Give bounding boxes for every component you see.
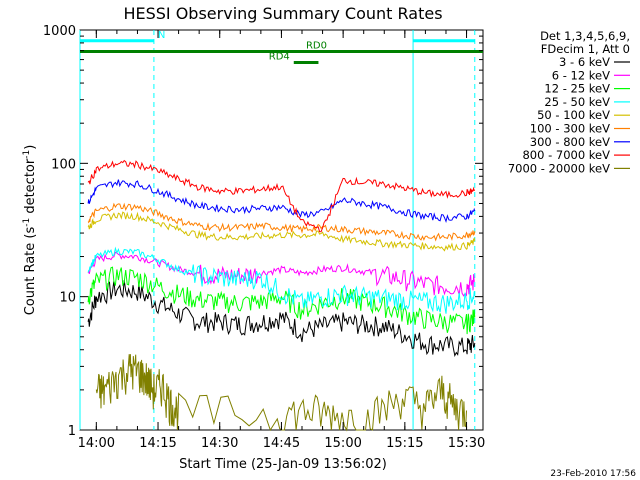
y-axis-label-sup1: -1: [22, 218, 32, 227]
series-line-300-800-kev: [87, 179, 476, 224]
chart-title: HESSI Observing Summary Count Rates: [123, 4, 442, 23]
y-tick-label-3: 1000: [43, 24, 76, 39]
y-axis-label-sup2: -1: [22, 150, 32, 159]
legend: Det 1,3,4,5,6,9,FDecim 1, Att 03 - 6 keV…: [508, 29, 630, 175]
x-axis-label: Start Time (25-Jan-09 13:56:02): [179, 457, 387, 472]
y-axis: 1 10 100 1000: [43, 24, 483, 439]
status-bar-label-0: N: [158, 30, 165, 41]
legend-entry-label-4: 50 - 100 keV: [537, 108, 610, 122]
series-line-100-300-kev: [87, 202, 476, 242]
legend-header-0: Det 1,3,4,5,6,9,: [540, 29, 630, 43]
series-lines: [87, 159, 476, 432]
series-line-7000-20000-kev: [95, 354, 467, 432]
y-axis-label-suffix: ): [23, 145, 38, 150]
legend-entry-label-0: 3 - 6 keV: [559, 55, 610, 69]
legend-entry-label-8: 7000 - 20000 keV: [508, 161, 610, 175]
x-tick-label-4: 15:00: [324, 436, 361, 451]
x-axis: 14:00 14:15 14:30 14:45 15:00 15:15 15:30: [78, 30, 485, 451]
series-line-800-7000-kev: [87, 159, 476, 233]
legend-entry-label-1: 6 - 12 keV: [552, 68, 610, 82]
x-tick-label-6: 15:30: [448, 436, 485, 451]
legend-entry-label-6: 300 - 800 keV: [530, 135, 610, 149]
y-tick-label-2: 100: [51, 157, 76, 172]
status-bar-label-3: RD4: [269, 52, 290, 63]
y-tick-label-1: 10: [59, 291, 76, 306]
legend-entry-label-2: 12 - 25 keV: [544, 82, 610, 96]
x-tick-label-0: 14:00: [78, 436, 115, 451]
x-tick-label-3: 14:45: [263, 436, 300, 451]
y-axis-label: Count Rate (s-1 detector-1): [22, 145, 38, 316]
vertical-markers: [79, 30, 476, 430]
legend-entry-label-3: 25 - 50 keV: [544, 95, 610, 109]
y-axis-label-mid: detector: [23, 158, 38, 218]
series-line-25-50-kev: [87, 246, 476, 314]
legend-entry-label-5: 100 - 300 keV: [530, 122, 610, 136]
x-tick-label-1: 14:15: [139, 436, 176, 451]
status-bars: N RD0 RD4: [80, 30, 483, 65]
status-bar-label-2: RD0: [306, 40, 327, 51]
series-line-6-12-kev: [87, 251, 476, 297]
legend-entry-label-7: 800 - 7000 keV: [522, 148, 610, 162]
y-tick-label-0: 1: [68, 424, 76, 439]
series-line-12-25-kev: [87, 266, 476, 335]
x-tick-label-2: 14:30: [201, 436, 238, 451]
legend-header-1: FDecim 1, Att 0: [541, 42, 630, 56]
footer-timestamp: 23-Feb-2010 17:56: [550, 469, 636, 479]
series-line-50-100-kev: [87, 211, 476, 252]
x-tick-label-5: 15:15: [386, 436, 423, 451]
y-axis-label-prefix: Count Rate (s: [23, 227, 38, 316]
series-line-3-6-kev: [87, 280, 476, 358]
